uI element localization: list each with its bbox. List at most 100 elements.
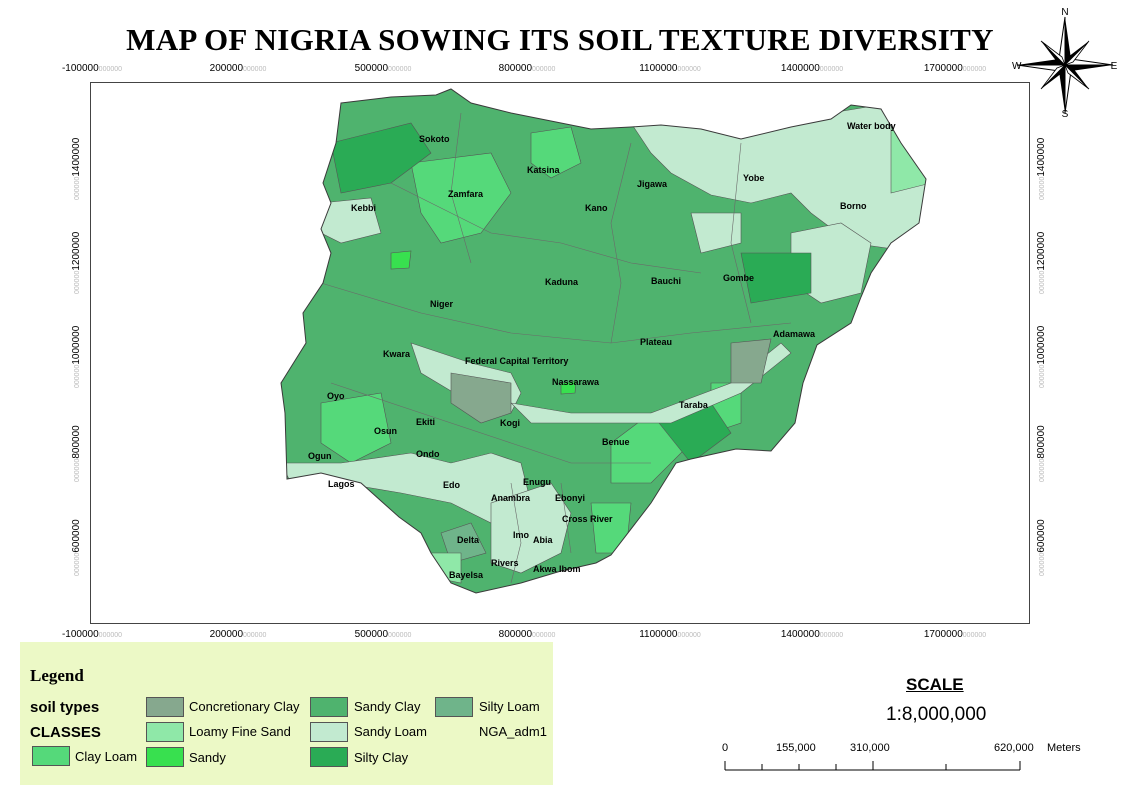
nigeria-soil-map[interactable] <box>91 83 1029 623</box>
legend-item-silty-clay: Silty Clay <box>354 750 409 765</box>
label-adamawa: Adamawa <box>773 329 816 339</box>
label-edo: Edo <box>443 480 460 490</box>
legend-item-sandy: Sandy <box>189 750 226 765</box>
label-ogun: Ogun <box>308 451 332 461</box>
label-osun: Osun <box>374 426 398 436</box>
label-kaduna: Kaduna <box>545 277 579 287</box>
legend-item-boundary: NGA_adm1 <box>479 724 547 739</box>
scale-ratio: 1:8,000,000 <box>886 704 987 725</box>
y-tick-right: 0000001200000 <box>1036 231 1047 294</box>
label-sokoto: Sokoto <box>419 134 450 144</box>
label-rivers: Rivers <box>491 558 519 568</box>
label-ondo: Ondo <box>416 449 440 459</box>
y-tick-right: 000000600000 <box>1036 519 1047 576</box>
x-tick-top: 1400000000000 <box>780 63 844 74</box>
north-arrow-icon: N S E W <box>1010 5 1120 120</box>
label-niger: Niger <box>430 299 454 309</box>
legend-soil-types: soil types <box>30 699 100 716</box>
scale-tick-2: 310,000 <box>850 742 890 754</box>
swatch-loamy-fine-sand <box>146 722 184 742</box>
map-title: MAP OF NIGRIA SOWING ITS SOIL TEXTURE DI… <box>126 22 994 57</box>
compass-e: E <box>1111 61 1118 72</box>
label-borno: Borno <box>840 201 867 211</box>
label-yobe: Yobe <box>743 173 765 183</box>
legend-item-silty-loam: Silty Loam <box>479 699 540 714</box>
compass-n: N <box>1061 7 1068 18</box>
label-enugu: Enugu <box>523 477 551 487</box>
y-tick-right: 000000800000 <box>1036 425 1047 482</box>
swatch-concretionary-clay <box>146 697 184 717</box>
label-kogi: Kogi <box>500 418 520 428</box>
label-nassarawa: Nassarawa <box>552 377 600 387</box>
swatch-silty-clay <box>310 747 348 767</box>
x-tick-top: 800000000000 <box>498 63 556 74</box>
label-ekiti: Ekiti <box>416 417 436 427</box>
label-zamfara: Zamfara <box>448 189 484 199</box>
x-tick-top: -100000000000 <box>61 63 123 74</box>
scale-tick-0: 0 <box>722 742 729 754</box>
label-akwa-ibom: Akwa Ibom <box>533 564 581 574</box>
scale-tick-3: 620,000 <box>994 742 1034 754</box>
scale-bar <box>724 761 1021 771</box>
label-ebonyi: Ebonyi <box>555 493 586 503</box>
legend-item-clay-loam: Clay Loam <box>75 749 138 764</box>
scale-panel: SCALE 1:8,000,000 0 155,000 310,000 620,… <box>700 670 1100 780</box>
label-water-body: Water body <box>847 121 896 131</box>
label-cross-river: Cross River <box>562 514 613 524</box>
legend-item-concretionary-clay: Concretionary Clay <box>189 699 300 714</box>
y-tick-left: 000000800000 <box>71 425 82 482</box>
swatch-sandy <box>146 747 184 767</box>
label-plateau: Plateau <box>640 337 673 347</box>
x-tick-bottom: 500000000000 <box>354 629 412 640</box>
x-tick-bottom: -100000000000 <box>61 629 123 640</box>
label-delta: Delta <box>457 535 480 545</box>
label-taraba: Taraba <box>679 400 708 410</box>
label-kano: Kano <box>585 203 608 213</box>
label-imo: Imo <box>513 530 530 540</box>
label-kebbi: Kebbi <box>351 203 377 213</box>
y-tick-right: 0000001000000 <box>1036 325 1047 388</box>
swatch-sandy-loam <box>310 722 348 742</box>
label-fct: Federal Capital Territory <box>465 356 569 366</box>
swatch-clay-loam <box>32 746 70 766</box>
label-jigawa: Jigawa <box>637 179 668 189</box>
label-kwara: Kwara <box>383 349 411 359</box>
x-tick-top: 500000000000 <box>354 63 412 74</box>
x-tick-top: 1100000000000 <box>639 63 701 74</box>
x-tick-bottom: 1700000000000 <box>923 629 987 640</box>
swatch-silty-loam <box>435 697 473 717</box>
y-tick-left: 0000001000000 <box>71 325 82 388</box>
x-tick-top: 200000000000 <box>209 63 267 74</box>
legend-title: Legend <box>30 666 84 685</box>
x-tick-bottom: 200000000000 <box>209 629 267 640</box>
x-tick-bottom: 1100000000000 <box>639 629 701 640</box>
label-lagos: Lagos <box>328 479 355 489</box>
scale-tick-1: 155,000 <box>776 742 816 754</box>
compass-s: S <box>1062 109 1069 117</box>
legend-item-loamy-fine-sand: Loamy Fine Sand <box>189 724 291 739</box>
label-katsina: Katsina <box>527 165 560 175</box>
compass-w: W <box>1012 61 1022 72</box>
swatch-sandy-clay <box>310 697 348 717</box>
label-benue: Benue <box>602 437 630 447</box>
legend-item-sandy-clay: Sandy Clay <box>354 699 421 714</box>
label-oyo: Oyo <box>327 391 345 401</box>
x-tick-bottom: 800000000000 <box>498 629 556 640</box>
x-tick-top: 1700000000000 <box>923 63 987 74</box>
label-gombe: Gombe <box>723 273 755 283</box>
scale-unit: Meters <box>1047 742 1081 754</box>
y-tick-left: 0000001200000 <box>71 231 82 294</box>
y-tick-right: 0000001400000 <box>1036 137 1047 200</box>
y-tick-left: 0000001400000 <box>71 137 82 200</box>
scale-heading: SCALE <box>906 675 964 694</box>
label-bayelsa: Bayelsa <box>449 570 484 580</box>
y-tick-left: 000000600000 <box>71 519 82 576</box>
label-abia: Abia <box>533 535 553 545</box>
map-frame[interactable]: Sokoto Katsina Zamfara Jigawa Yobe Water… <box>90 82 1030 624</box>
label-anambra: Anambra <box>491 493 531 503</box>
legend-item-sandy-loam: Sandy Loam <box>354 724 427 739</box>
label-bauchi: Bauchi <box>651 276 682 286</box>
legend-classes: CLASSES <box>30 724 101 741</box>
legend-panel: Legend soil types CLASSES Clay Loam Conc… <box>20 642 553 785</box>
x-tick-bottom: 1400000000000 <box>780 629 844 640</box>
